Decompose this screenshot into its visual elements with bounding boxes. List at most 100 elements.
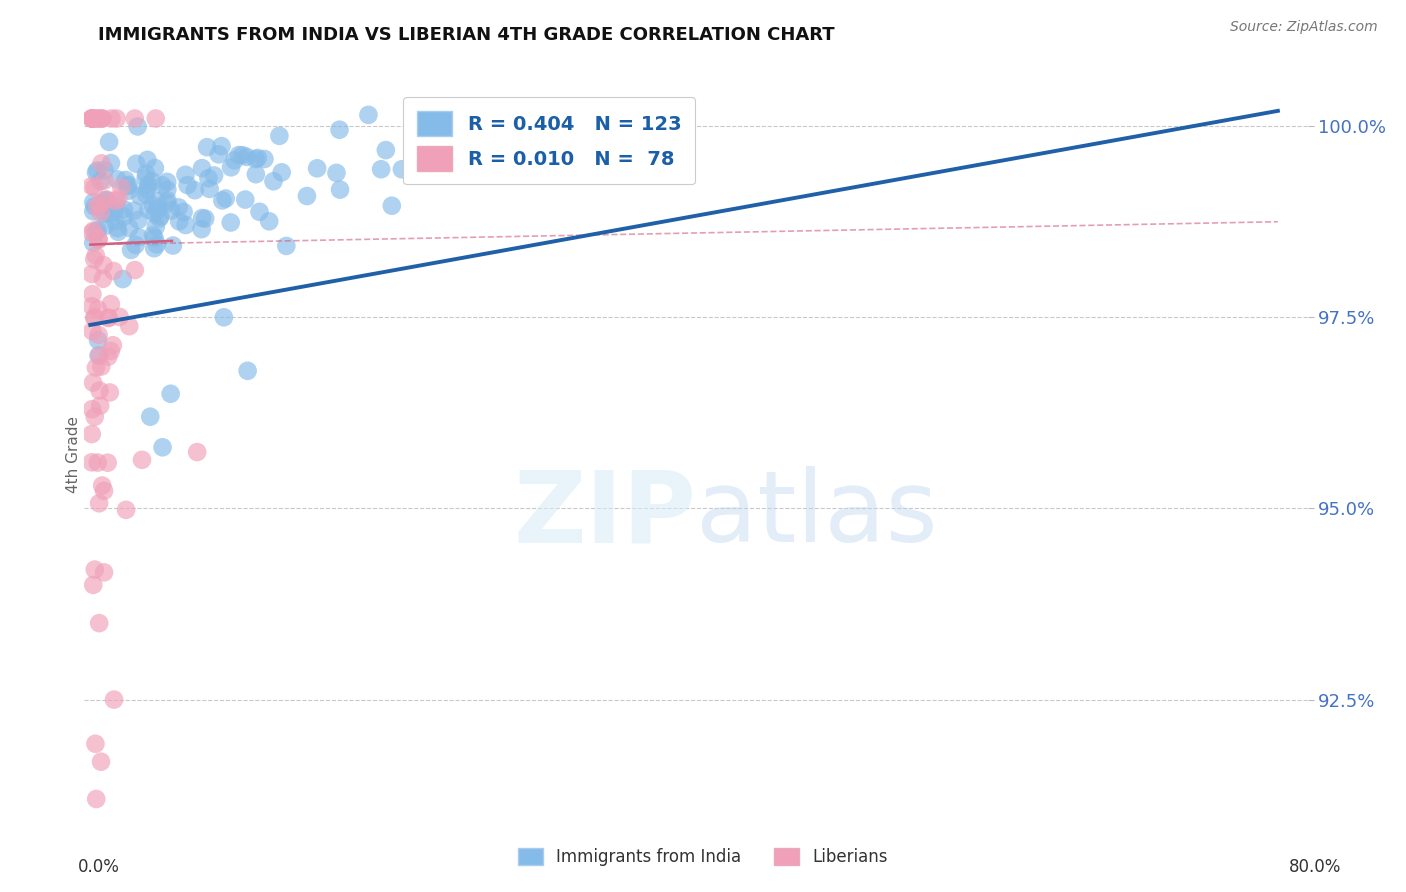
Point [124,263,146,277]
Point [87,456,110,470]
Point [184,183,207,197]
Point [224,153,246,168]
Point [176,178,198,192]
Point [263,174,285,188]
Point [90,112,112,126]
Point [93,173,115,187]
Point [141,174,163,188]
Point [94,199,117,213]
Point [150,178,173,193]
Point [82,112,104,126]
Point [86,199,108,213]
Y-axis label: 4th Grade: 4th Grade [66,417,82,493]
Point [159,386,181,401]
Point [173,205,195,219]
Point [186,445,208,459]
Point [114,173,136,187]
Point [87,333,110,347]
Point [80,112,103,126]
Point [80,226,103,240]
Point [276,239,298,253]
Point [122,203,145,218]
Point [93,566,115,580]
Point [80,267,103,281]
Point [86,112,108,126]
Point [87,349,110,363]
Point [214,192,236,206]
Point [115,503,138,517]
Point [128,230,150,244]
Point [139,409,162,424]
Point [82,376,104,390]
Point [328,122,350,136]
Point [174,218,197,232]
Point [83,310,105,325]
Point [198,182,221,196]
Point [100,156,122,170]
Point [98,207,121,221]
Point [145,237,167,252]
Point [162,238,184,252]
Point [190,222,212,236]
Point [83,224,105,238]
Point [307,161,329,176]
Point [143,231,166,245]
Point [127,120,149,134]
Point [117,179,139,194]
Point [90,156,112,170]
Point [149,209,172,223]
Point [82,195,104,210]
Point [100,297,122,311]
Point [124,238,146,252]
Point [97,310,120,325]
Point [83,563,105,577]
Point [195,140,218,154]
Point [233,193,256,207]
Point [357,108,380,122]
Point [295,189,318,203]
Point [89,399,111,413]
Point [131,453,153,467]
Point [245,152,267,166]
Point [100,112,122,126]
Point [212,310,235,325]
Point [87,496,110,510]
Point [90,112,112,126]
Point [145,112,167,126]
Point [148,211,170,226]
Text: 80.0%: 80.0% [1288,858,1341,876]
Point [135,171,157,186]
Point [96,194,118,208]
Point [219,161,242,175]
Point [80,299,103,313]
Point [156,194,179,208]
Point [83,310,105,325]
Point [246,151,269,165]
Point [118,178,141,192]
Point [402,168,425,182]
Point [84,225,107,239]
Point [208,147,231,161]
Text: IMMIGRANTS FROM INDIA VS LIBERIAN 4TH GRADE CORRELATION CHART: IMMIGRANTS FROM INDIA VS LIBERIAN 4TH GR… [98,26,835,44]
Point [374,143,396,157]
Point [90,359,112,374]
Point [80,112,103,126]
Point [160,203,183,218]
Text: atlas: atlas [696,467,938,564]
Point [91,478,114,492]
Point [87,223,110,237]
Point [257,214,280,228]
Legend: Immigrants from India, Liberians: Immigrants from India, Liberians [510,841,896,873]
Point [211,194,233,208]
Point [135,187,157,202]
Point [167,201,190,215]
Point [103,264,125,278]
Point [381,199,404,213]
Point [80,455,103,469]
Point [89,348,111,362]
Point [142,228,165,243]
Point [370,162,392,177]
Point [112,202,135,217]
Point [136,178,159,193]
Point [107,172,129,186]
